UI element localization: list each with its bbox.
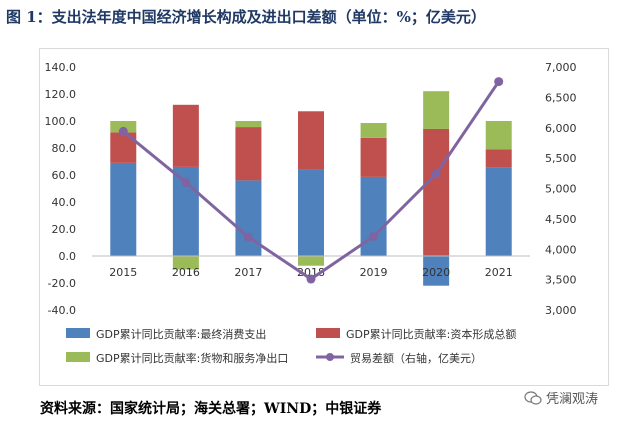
category-label: 2019 bbox=[360, 266, 388, 279]
category-label: 2020 bbox=[422, 266, 450, 279]
watermark: 凭澜观涛 bbox=[524, 388, 598, 407]
category-label: 2021 bbox=[485, 266, 513, 279]
wechat-icon bbox=[524, 390, 542, 405]
watermark-text: 凭澜观涛 bbox=[546, 392, 599, 407]
trade-balance-point-2018 bbox=[306, 274, 316, 284]
legend-label: GDP累计同比贡献率:最终消费支出 bbox=[96, 327, 266, 341]
bar-net-export-2020 bbox=[423, 91, 450, 129]
left-axis-tick-label: -40.0 bbox=[48, 304, 76, 317]
legend-label: GDP累计同比贡献率:货物和服务净出口 bbox=[96, 351, 288, 365]
left-axis-tick-label: 20.0 bbox=[52, 223, 77, 236]
trade-balance-point-2020 bbox=[431, 169, 441, 179]
trade-balance-point-2021 bbox=[494, 77, 504, 87]
left-axis-tick-label: 120.0 bbox=[45, 88, 77, 101]
right-axis-tick-label: 5,500 bbox=[545, 152, 577, 165]
left-axis-tick-label: 40.0 bbox=[52, 196, 77, 209]
left-axis-tick-label: 140.0 bbox=[45, 61, 77, 74]
bar-net-export-2019 bbox=[360, 123, 387, 138]
legend-swatch-marker bbox=[326, 353, 334, 361]
bar-capital-2021 bbox=[485, 149, 512, 168]
category-label: 2015 bbox=[109, 266, 137, 279]
right-axis-tick-label: 6,000 bbox=[545, 122, 577, 135]
bar-capital-2016 bbox=[172, 104, 199, 167]
chart-area bbox=[39, 48, 609, 386]
bar-consumption-2021 bbox=[485, 167, 512, 256]
left-axis-tick-label: 80.0 bbox=[52, 142, 77, 155]
trade-balance-point-2019 bbox=[369, 231, 379, 241]
right-axis-tick-label: 4,000 bbox=[545, 243, 577, 256]
right-axis-tick-label: 6,500 bbox=[545, 91, 577, 104]
trade-balance-point-2016 bbox=[181, 177, 191, 187]
bar-net-export-2021 bbox=[485, 121, 512, 150]
left-axis-tick-label: 60.0 bbox=[52, 169, 77, 182]
bar-net-export-2017 bbox=[235, 121, 262, 128]
category-label: 2017 bbox=[234, 266, 262, 279]
source-note: 资料来源：国家统计局；海关总署；WIND；中银证券 bbox=[40, 401, 382, 417]
legend-swatch bbox=[66, 352, 90, 362]
bar-capital-2020 bbox=[423, 128, 450, 256]
left-axis-tick-label: 100.0 bbox=[45, 115, 77, 128]
right-axis-tick-label: 5,000 bbox=[545, 183, 577, 196]
chart-title: 图 1：支出法年度中国经济增长构成及进出口差额（单位：%；亿美元） bbox=[6, 8, 486, 26]
trade-balance-point-2015 bbox=[118, 126, 128, 136]
bar-consumption-2015 bbox=[110, 162, 137, 256]
bar-capital-2019 bbox=[360, 137, 387, 177]
legend-swatch bbox=[66, 328, 90, 338]
left-axis-tick-label: -20.0 bbox=[48, 277, 76, 290]
right-axis-tick-label: 3,000 bbox=[545, 304, 577, 317]
right-axis-tick-label: 4,500 bbox=[545, 213, 577, 226]
bar-net-export-2018 bbox=[298, 256, 324, 266]
bar-consumption-2018 bbox=[298, 169, 324, 256]
bar-net-export-2016 bbox=[172, 256, 199, 270]
category-label: 2016 bbox=[172, 266, 200, 279]
bar-consumption-2020 bbox=[423, 256, 450, 286]
legend-label: 贸易差额（右轴，亿美元） bbox=[350, 351, 482, 365]
bar-capital-2017 bbox=[235, 127, 262, 181]
right-axis-tick-label: 7,000 bbox=[545, 61, 577, 74]
right-axis-tick-label: 3,500 bbox=[545, 274, 577, 287]
trade-balance-point-2017 bbox=[243, 232, 253, 242]
left-axis-tick-label: 0.0 bbox=[59, 250, 77, 263]
legend-label: GDP累计同比贡献率:资本形成总额 bbox=[346, 327, 516, 341]
bar-net-export-2015 bbox=[110, 121, 137, 133]
legend-swatch bbox=[316, 328, 340, 338]
bar-capital-2018 bbox=[298, 111, 324, 170]
